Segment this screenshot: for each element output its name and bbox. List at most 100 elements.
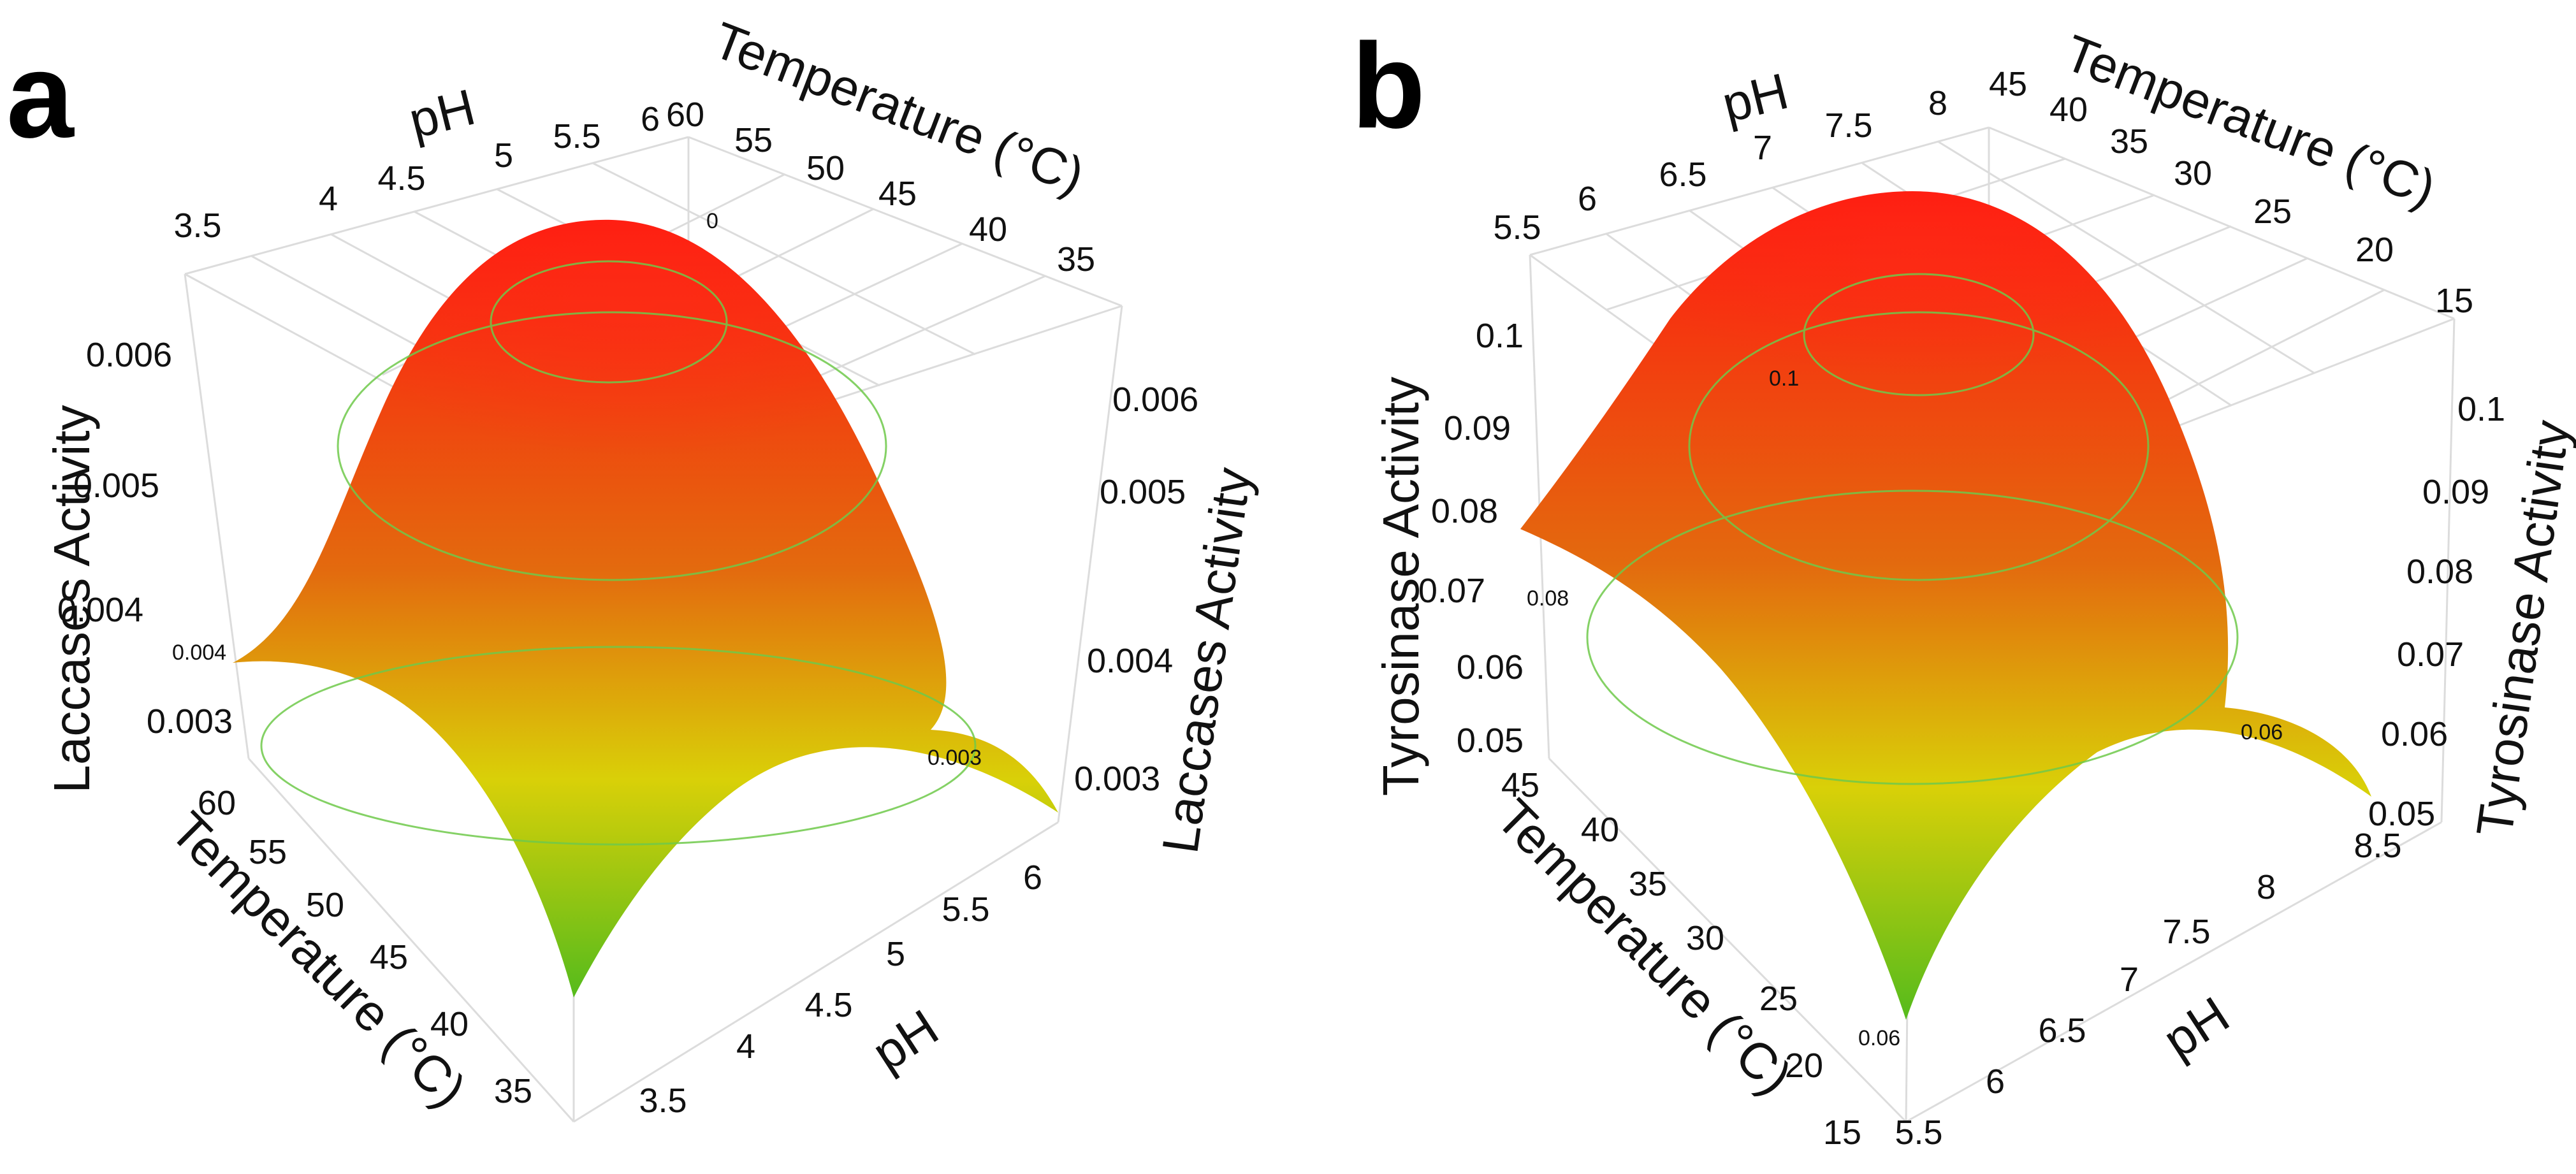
tick-label: 45 (1989, 65, 2027, 103)
panel-a-z-title-left: Laccases Activity (43, 405, 100, 793)
tick-label: 50 (306, 886, 344, 924)
panel-b-surface-highlight (1670, 191, 2167, 395)
panel-b-contours (1586, 273, 2239, 785)
tick-label: 0.003 (1074, 760, 1160, 798)
panel-b-temp-ticks-back: 45 40 35 30 25 20 15 (1989, 65, 2473, 320)
tick-label: 0.005 (73, 467, 159, 505)
tick-label: 4.5 (804, 986, 852, 1024)
panel-a-contour-label-1: 0 (706, 209, 718, 233)
panel-a-ph-title-front: pH (862, 999, 948, 1082)
tick-label: 4 (319, 180, 338, 218)
tick-label: 8 (2257, 868, 2276, 906)
tick-label: 45 (370, 938, 408, 976)
tick-label: 0.06 (2381, 715, 2448, 753)
tick-label: 6.5 (1659, 156, 1706, 194)
panel-b-contour-label-2: 0.08 (1527, 586, 1569, 611)
tick-label: 55 (249, 833, 287, 871)
tick-label: 0.07 (2397, 635, 2464, 674)
tick-label: 8 (1928, 84, 1947, 122)
tick-label: 45 (878, 175, 917, 213)
tick-label: 8.5 (2354, 827, 2401, 865)
tick-label: 0.1 (1476, 317, 1524, 355)
tick-label: 0.09 (1444, 409, 1511, 447)
tick-label: 0.05 (2368, 795, 2435, 833)
tick-label: 35 (1057, 240, 1095, 279)
tick-label: 60 (666, 96, 704, 134)
tick-label: 3.5 (173, 207, 221, 245)
tick-label: 0.006 (1112, 380, 1198, 419)
tick-label: 0.005 (1100, 473, 1186, 511)
panel-a-ph-ticks-back: 3.5 4 4.5 5 5.5 6 (173, 100, 660, 245)
panel-a-ph-ticks-front: 3.5 4 4.5 5 5.5 6 (639, 859, 1042, 1120)
tick-label: 5.5 (553, 117, 600, 156)
panel-a-z-ticks-right: 0.006 0.005 0.004 0.003 (1074, 380, 1198, 798)
tick-label: 4.5 (377, 159, 425, 198)
tick-label: 7.5 (1824, 106, 1872, 145)
tick-label: 7 (1753, 129, 1772, 167)
tick-label: 55 (734, 121, 773, 159)
panel-b-ph-title-front: pH (2153, 986, 2239, 1069)
tick-label: 6 (1578, 180, 1597, 218)
tick-label: 0.09 (2422, 473, 2489, 511)
tick-label: 5.5 (1895, 1113, 1942, 1152)
panel-a-temp-ticks-back: 60 55 50 45 40 35 (666, 96, 1095, 279)
panel-a-surface-highlight (382, 219, 880, 484)
tick-label: 25 (1759, 980, 1798, 1018)
tick-label: 0.006 (86, 336, 172, 374)
panel-a-ph-title-back: pH (404, 78, 481, 149)
panel-b-ph-title-back: pH (1717, 62, 1794, 133)
panel-b-z-title-left: Tyrosinase Activity (1372, 377, 1429, 796)
tick-label: 6 (641, 100, 660, 138)
tick-label: 0.05 (1457, 721, 1524, 760)
tick-label: 0.003 (147, 702, 233, 741)
tick-label: 35 (1629, 865, 1667, 903)
panel-b-temp-title-back: Temperature (°C) (2057, 24, 2443, 217)
panel-b-surface (1520, 191, 2371, 1020)
tick-label: 40 (430, 1005, 469, 1043)
panel-b-temp-title-front: Temperature (°C) (1486, 788, 1803, 1105)
tick-label: 0.004 (1087, 642, 1173, 680)
tick-label: 6.5 (2038, 1011, 2086, 1050)
tick-label: 6 (1023, 859, 1042, 897)
tick-label: 20 (2355, 231, 2394, 269)
tick-label: 0.08 (1431, 492, 1498, 530)
tick-label: 5 (494, 136, 513, 175)
panel-b-ph-ticks-front: 5.5 6 6.5 7 7.5 8 8.5 (1895, 827, 2401, 1152)
panel-a-z-ticks-left: 0.006 0.005 0.004 0.003 (57, 336, 233, 741)
tick-label: 5.5 (942, 890, 989, 929)
tick-label: 35 (494, 1072, 532, 1110)
tick-label: 0.1 (2457, 390, 2505, 428)
tick-label: 40 (1581, 811, 1619, 849)
tick-label: 40 (969, 210, 1007, 249)
panel-b-z-ticks-left: 0.1 0.09 0.08 0.07 0.06 0.05 (1418, 317, 1524, 760)
tick-label: 0.06 (1457, 648, 1524, 686)
panel-a-chart: a 0 0 (6, 11, 1262, 1123)
panel-b-contour-label-1: 0.1 (1769, 366, 1799, 391)
tick-label: 20 (1785, 1047, 1823, 1085)
tick-label: 15 (1823, 1113, 1861, 1152)
tick-label: 0.07 (1418, 572, 1485, 610)
panel-b-z-ticks-right: 0.1 0.09 0.08 0.07 0.06 0.05 (2368, 390, 2505, 833)
tick-label: 40 (2049, 91, 2088, 129)
panel-a-contour-label-3: 0.003 (928, 746, 982, 770)
panel-b-chart: b (1351, 18, 2576, 1152)
panel-a-letter: a (6, 28, 75, 163)
panel-b-ph-ticks-back: 5.5 6 6.5 7 7.5 8 (1493, 84, 1947, 247)
tick-label: 3.5 (639, 1082, 687, 1120)
panel-b-contour-label-4: 0.06 (1858, 1026, 1900, 1050)
tick-label: 30 (1686, 919, 1724, 957)
panel-b-temp-ticks-front: 45 40 35 30 25 20 15 (1501, 766, 1861, 1152)
tick-label: 50 (806, 149, 845, 187)
panel-a-temp-ticks-front: 60 55 50 45 40 35 (198, 784, 532, 1110)
tick-label: 0.004 (57, 591, 143, 629)
tick-label: 5.5 (1493, 208, 1541, 247)
tick-label: 5 (886, 935, 905, 973)
tick-label: 4 (736, 1027, 755, 1066)
tick-label: 35 (2110, 122, 2148, 161)
tick-label: 60 (198, 784, 236, 822)
panel-b-letter: b (1351, 18, 1425, 154)
panel-a-contour-label-2: 0.004 (172, 641, 226, 665)
tick-label: 7.5 (2162, 913, 2210, 951)
tick-label: 45 (1501, 766, 1539, 804)
